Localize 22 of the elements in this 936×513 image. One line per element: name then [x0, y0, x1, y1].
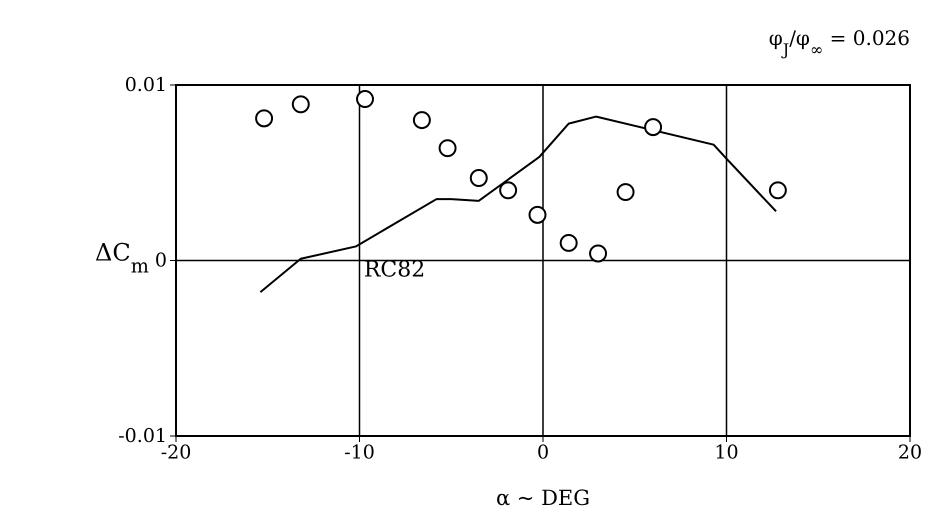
x-tick-label: 0: [536, 441, 550, 464]
point: [560, 234, 578, 252]
point: [528, 206, 546, 224]
point: [292, 95, 310, 114]
point: [644, 118, 662, 136]
point: [255, 109, 274, 128]
point: [412, 111, 431, 130]
point: [499, 181, 518, 200]
point: [768, 181, 787, 200]
point: [470, 169, 488, 187]
x-tick-label: 20: [898, 441, 922, 464]
point: [616, 183, 635, 202]
point: [589, 244, 608, 262]
x-tick-label: -10: [344, 441, 375, 464]
y-tick-label: 0: [154, 250, 167, 272]
y-axis-title: ΔC$_{m}$: [95, 238, 149, 277]
point: [356, 90, 374, 108]
x-axis-title: α ~ DEG: [496, 486, 590, 510]
chart-title: φ$_{J}$/φ$_{∞}$ = 0.026: [768, 26, 910, 58]
point: [438, 139, 457, 158]
y-tick-label: 0.01: [124, 74, 167, 96]
x-tick-label: 10: [714, 441, 739, 464]
